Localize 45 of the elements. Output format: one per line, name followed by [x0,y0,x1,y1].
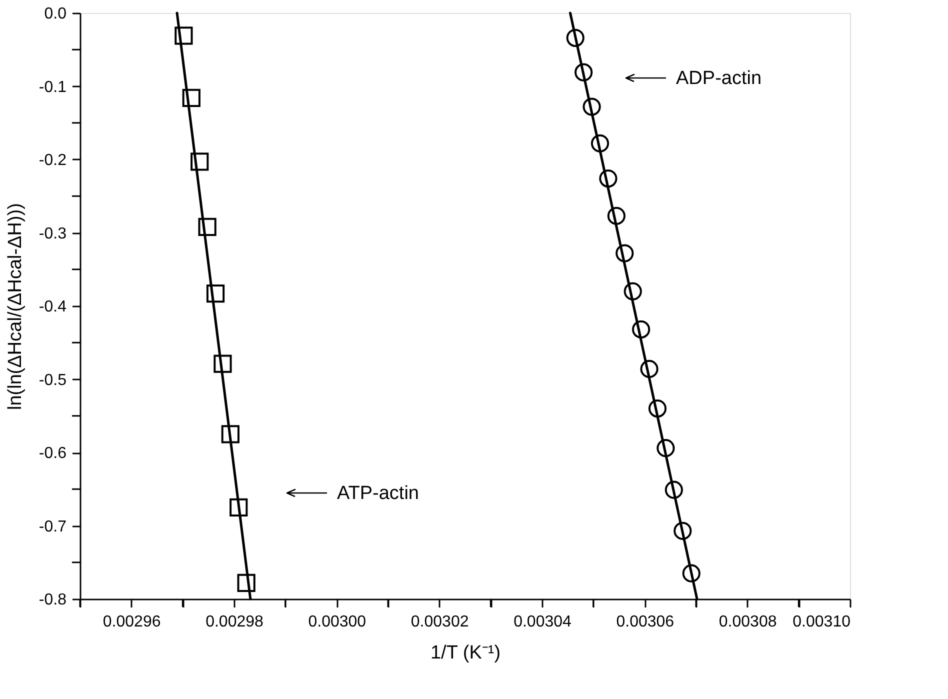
point [656,439,675,458]
point [566,28,584,47]
point [648,400,667,418]
y-tick-label: -0.3 [38,225,67,242]
point [674,522,692,540]
x-tick-label: 0.00296 [102,614,161,630]
point [221,425,240,444]
x-tick-label: 0.00304 [514,614,572,630]
annotation: ADP-actin [676,68,762,89]
y-axis-title: ln(ln(ΔHcal/(ΔHcal-ΔH))) [4,203,26,410]
point [237,574,256,592]
x-tick-label: 0.00310 [792,614,851,630]
y-tick-label: -0.6 [38,445,67,462]
y-tick-label: -0.5 [38,372,67,389]
point [624,282,642,300]
point [190,152,209,171]
point [174,26,193,45]
y-tick-label: -0.7 [38,518,67,536]
point [632,320,650,338]
point [607,206,626,225]
x-tick-label: 0.00302 [410,614,469,630]
point [616,244,634,262]
x-tick-label: 0.00300 [308,614,366,630]
y-tick-label: -0.4 [38,298,67,316]
x-tick-label: 0.00308 [718,614,777,630]
y-tick-label: -0.8 [38,592,67,608]
annotation: ATP-actin [337,483,420,504]
x-tick-label: 0.00298 [206,614,264,630]
point [182,88,200,108]
point [574,63,593,82]
point [230,498,248,516]
x-axis-title: 1/T (K⁻¹) [430,642,501,664]
point [682,564,700,582]
x-tick-label: 0.00306 [616,614,674,630]
point [664,480,683,499]
point [582,98,601,116]
point [599,170,618,188]
y-tick-label: -0.2 [38,152,67,169]
point [206,284,225,303]
point [198,218,216,236]
point [214,354,232,373]
point [640,360,658,378]
point [590,134,610,152]
y-tick-label: 0.0 [44,6,67,22]
y-tick-label: -0.1 [38,78,67,96]
